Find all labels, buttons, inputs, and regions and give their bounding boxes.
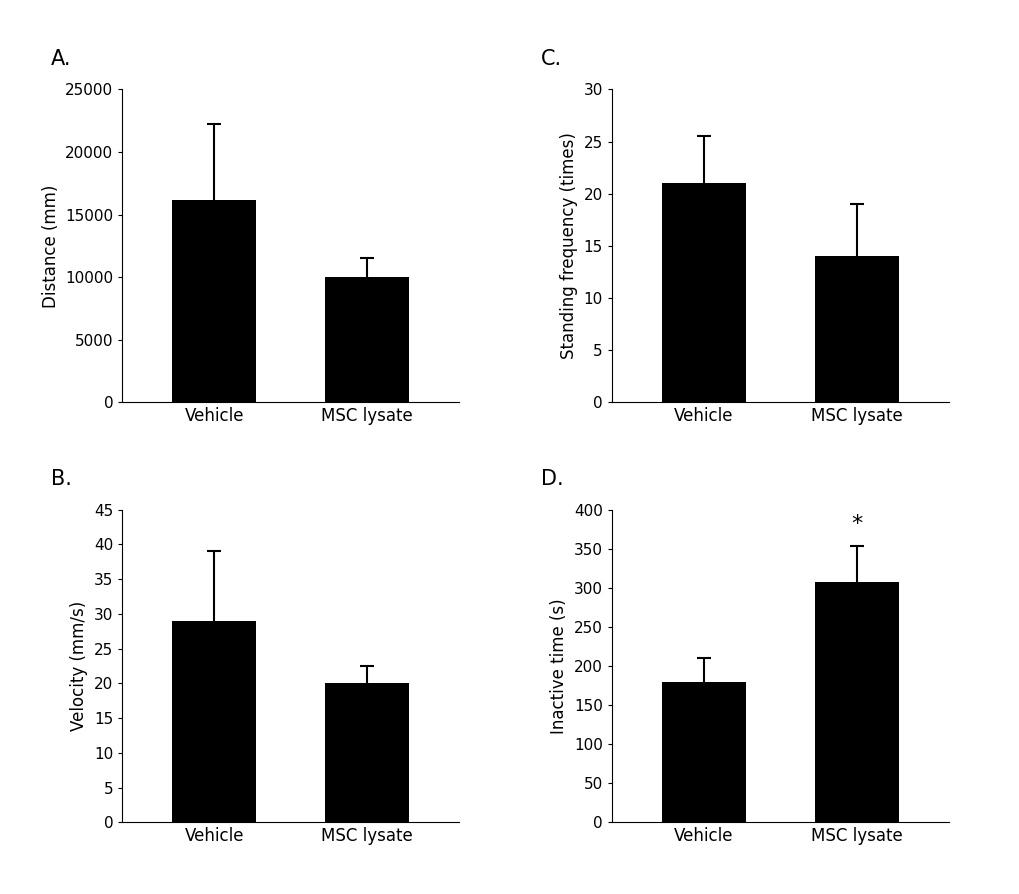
Bar [814,257,898,402]
Bar [814,581,898,822]
Text: B.: B. [51,469,71,489]
Text: C.: C. [540,49,561,69]
Y-axis label: Standing frequency (times): Standing frequency (times) [559,132,578,359]
Text: D.: D. [540,469,562,489]
Bar [172,199,256,402]
Bar [325,683,409,822]
Y-axis label: Velocity (mm/s): Velocity (mm/s) [70,601,89,731]
Y-axis label: Inactive time (s): Inactive time (s) [550,598,568,734]
Bar [661,183,745,402]
Y-axis label: Distance (mm): Distance (mm) [42,184,60,308]
Bar [661,681,745,822]
Bar [325,277,409,402]
Text: *: * [850,514,862,534]
Bar [172,620,256,822]
Text: A.: A. [51,49,71,69]
